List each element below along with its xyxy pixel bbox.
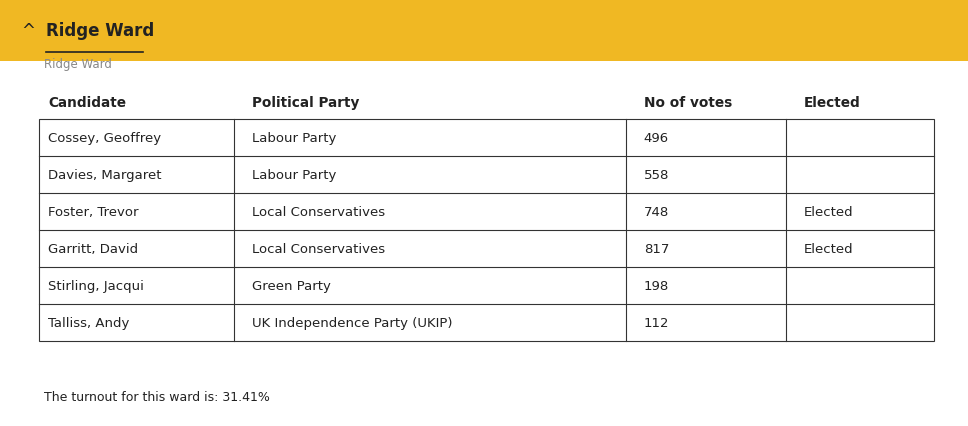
Text: 112: 112 bbox=[644, 317, 669, 330]
Text: Garritt, David: Garritt, David bbox=[48, 242, 138, 256]
Text: 496: 496 bbox=[644, 131, 669, 144]
Text: 198: 198 bbox=[644, 279, 669, 293]
Text: 817: 817 bbox=[644, 242, 669, 256]
Text: Labour Party: Labour Party bbox=[252, 131, 336, 144]
Text: Elected: Elected bbox=[803, 96, 861, 110]
Text: ^: ^ bbox=[21, 22, 35, 40]
Text: Cossey, Geoffrey: Cossey, Geoffrey bbox=[48, 131, 162, 144]
Text: Elected: Elected bbox=[803, 242, 853, 256]
Text: Local Conservatives: Local Conservatives bbox=[252, 242, 385, 256]
Bar bbox=[0, 0, 968, 62]
Text: Ridge Ward: Ridge Ward bbox=[44, 58, 111, 70]
Text: Local Conservatives: Local Conservatives bbox=[252, 205, 385, 219]
Bar bbox=[39, 119, 934, 342]
Text: 558: 558 bbox=[644, 168, 669, 181]
Text: Ridge Ward: Ridge Ward bbox=[46, 22, 155, 40]
Text: Davies, Margaret: Davies, Margaret bbox=[48, 168, 162, 181]
Text: UK Independence Party (UKIP): UK Independence Party (UKIP) bbox=[252, 317, 452, 330]
Text: No of votes: No of votes bbox=[644, 96, 732, 110]
Text: Labour Party: Labour Party bbox=[252, 168, 336, 181]
Text: 748: 748 bbox=[644, 205, 669, 219]
Text: Stirling, Jacqui: Stirling, Jacqui bbox=[48, 279, 144, 293]
Text: Foster, Trevor: Foster, Trevor bbox=[48, 205, 138, 219]
Text: Political Party: Political Party bbox=[252, 96, 359, 110]
Text: Elected: Elected bbox=[803, 205, 853, 219]
Text: Talliss, Andy: Talliss, Andy bbox=[48, 317, 130, 330]
Text: The turnout for this ward is: 31.41%: The turnout for this ward is: 31.41% bbox=[44, 390, 269, 403]
Text: Candidate: Candidate bbox=[48, 96, 127, 110]
Text: Green Party: Green Party bbox=[252, 279, 330, 293]
